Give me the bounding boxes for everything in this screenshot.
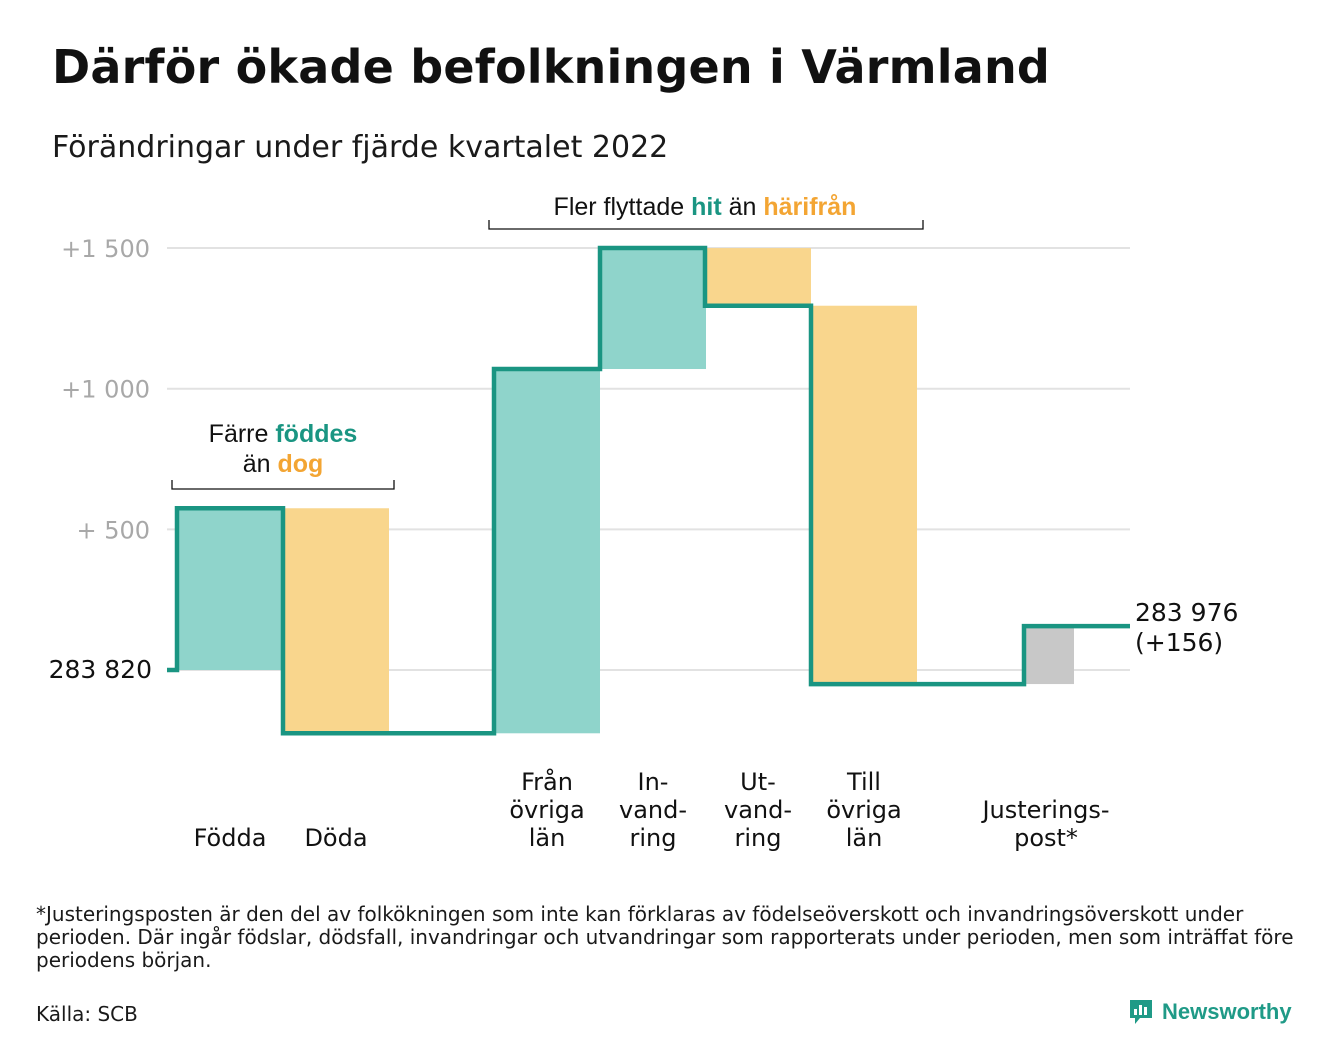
- bar-2: [283, 508, 389, 734]
- y-tick-label-1: +1 000: [61, 376, 150, 404]
- category-label-7-1: Justerings-: [980, 796, 1109, 824]
- category-label-4-1: In-: [638, 768, 669, 796]
- source-credit: Källa: SCB: [36, 1002, 138, 1026]
- category-label-5-3: ring: [735, 824, 782, 852]
- births-deaths-annotation-line-2: än dog: [243, 450, 324, 478]
- cumulative-step-line: [167, 245, 1130, 736]
- y-tick-label-0: +1 500: [61, 235, 150, 263]
- newsworthy-logo: Newsworthy: [1128, 998, 1292, 1026]
- bar-1: [177, 508, 283, 670]
- bar-6: [811, 305, 917, 685]
- bar-3: [494, 369, 600, 734]
- start-value-label: 283 820: [49, 655, 152, 684]
- category-label-2-1: Döda: [304, 824, 367, 852]
- category-label-3-2: övriga: [509, 796, 584, 824]
- category-label-5-2: vand-: [724, 796, 792, 824]
- newsworthy-chart-icon: [1130, 1000, 1152, 1024]
- category-label-6-3: län: [846, 824, 883, 852]
- category-label-7-2: post*: [1014, 824, 1078, 852]
- bar-7: [1024, 626, 1074, 685]
- category-label-4-3: ring: [630, 824, 677, 852]
- births-deaths-bracket: [171, 480, 395, 490]
- category-label-4-2: vand-: [619, 796, 687, 824]
- category-label-1-1: Födda: [194, 824, 267, 852]
- y-tick-label-2: + 500: [76, 516, 150, 544]
- logo-text: Newsworthy: [1162, 999, 1292, 1024]
- category-label-5-1: Ut-: [740, 768, 776, 796]
- category-label-6-1: Till: [846, 768, 881, 796]
- footnote: *Justeringsposten är den del av folkökni…: [36, 902, 1294, 972]
- births-deaths-annotation-line-1: Färre föddes: [209, 420, 358, 448]
- migration-bracket: [488, 220, 924, 230]
- category-label-3-3: län: [529, 824, 566, 852]
- category-label-3-1: Från: [521, 767, 573, 796]
- end-value-label-1: 283 976: [1135, 598, 1238, 627]
- bar-5: [705, 248, 811, 306]
- end-value-label-2: (+156): [1135, 628, 1223, 657]
- category-label-6-2: övriga: [826, 796, 901, 824]
- chart-subtitle: Förändringar under fjärde kvartalet 2022: [52, 130, 669, 165]
- migration-annotation-line-1: Fler flyttade hit än härifrån: [554, 193, 857, 221]
- chart-title: Därför ökade befolkningen i Värmland: [52, 40, 1051, 94]
- bar-4: [600, 248, 706, 370]
